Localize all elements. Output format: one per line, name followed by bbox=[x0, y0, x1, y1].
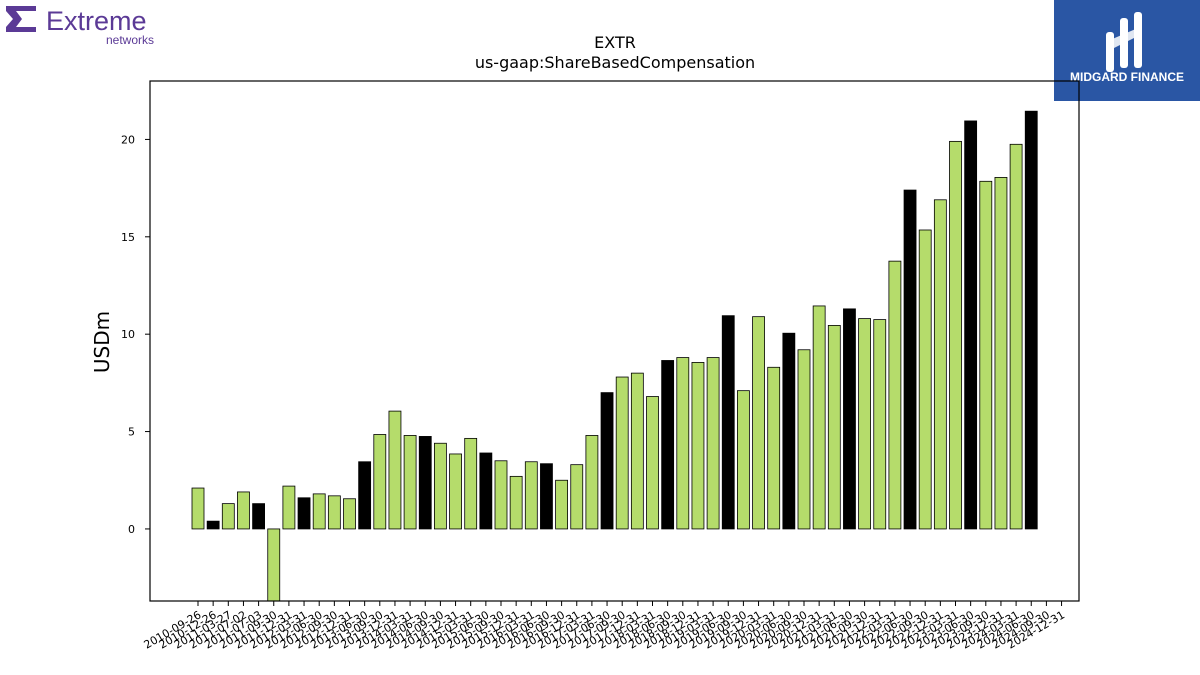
x-ticks-group: 2010-09-262010-12-262011-03-272011-07-02… bbox=[142, 601, 1067, 652]
bar bbox=[797, 349, 811, 530]
bars-group bbox=[191, 110, 1038, 602]
bar bbox=[312, 493, 326, 530]
bar bbox=[524, 461, 538, 530]
bar bbox=[721, 315, 735, 530]
bar bbox=[327, 495, 341, 530]
bar bbox=[191, 487, 205, 530]
bar bbox=[888, 260, 902, 530]
bar bbox=[827, 325, 841, 530]
chart-subtitle: us-gaap:ShareBasedCompensation bbox=[475, 53, 755, 72]
bar bbox=[737, 390, 750, 530]
bar bbox=[585, 435, 599, 530]
bar bbox=[449, 453, 462, 530]
bar bbox=[388, 410, 402, 530]
midgard-finance-logo: MIDGARD FINANCE bbox=[1054, 0, 1200, 101]
right-logo-text: MIDGARD FINANCE bbox=[1070, 70, 1184, 84]
bar bbox=[752, 316, 765, 530]
plot-frame bbox=[149, 80, 1080, 602]
logo-word: Extreme bbox=[46, 6, 147, 36]
bar bbox=[661, 360, 675, 530]
extreme-networks-logo: Extreme networks bbox=[0, 0, 200, 50]
bar bbox=[221, 503, 235, 530]
bar bbox=[343, 498, 356, 530]
bar bbox=[706, 357, 720, 530]
bar bbox=[873, 319, 887, 530]
bar bbox=[252, 503, 266, 530]
y-axis-label: USDm bbox=[90, 311, 114, 373]
bar bbox=[418, 436, 432, 530]
extreme-logo-icon: Extreme networks bbox=[6, 6, 154, 47]
bar bbox=[479, 452, 493, 530]
midgard-logo-icon: MIDGARD FINANCE bbox=[1070, 12, 1184, 84]
bar bbox=[691, 362, 705, 530]
bar bbox=[1009, 143, 1023, 530]
bar bbox=[600, 392, 614, 530]
bar bbox=[676, 357, 690, 530]
bar bbox=[767, 366, 781, 530]
bar bbox=[403, 435, 417, 530]
bar bbox=[964, 120, 978, 530]
bar bbox=[1024, 110, 1038, 530]
bar bbox=[540, 463, 553, 530]
chart-title: EXTR bbox=[594, 33, 636, 52]
logo-sub: networks bbox=[106, 33, 154, 47]
bar bbox=[297, 497, 311, 530]
bar bbox=[843, 308, 856, 530]
y-tick-label: 0 bbox=[128, 523, 135, 536]
bar bbox=[646, 396, 659, 530]
bar bbox=[509, 475, 523, 530]
bar bbox=[979, 180, 993, 530]
bar bbox=[282, 485, 296, 530]
bar bbox=[858, 318, 871, 530]
bar bbox=[570, 464, 584, 530]
bar bbox=[267, 528, 281, 602]
bar bbox=[615, 376, 629, 530]
bar bbox=[206, 520, 220, 530]
bar bbox=[918, 229, 932, 530]
bar bbox=[782, 332, 796, 530]
y-tick-label: 10 bbox=[121, 328, 135, 341]
bar bbox=[494, 460, 508, 530]
bar bbox=[358, 461, 372, 530]
y-ticks-group: 0 5 10 15 20 bbox=[121, 133, 150, 536]
bar bbox=[903, 189, 917, 530]
bar bbox=[433, 442, 447, 530]
bar bbox=[373, 434, 387, 530]
bar bbox=[949, 140, 962, 530]
bar bbox=[812, 305, 826, 530]
bar bbox=[933, 199, 947, 530]
bar bbox=[464, 437, 478, 530]
bar bbox=[630, 372, 644, 530]
y-tick-label: 15 bbox=[121, 231, 135, 244]
bar bbox=[555, 479, 568, 530]
bar bbox=[994, 176, 1008, 530]
bar bbox=[237, 491, 250, 530]
y-tick-label: 5 bbox=[128, 426, 135, 439]
y-tick-label: 20 bbox=[121, 133, 135, 146]
